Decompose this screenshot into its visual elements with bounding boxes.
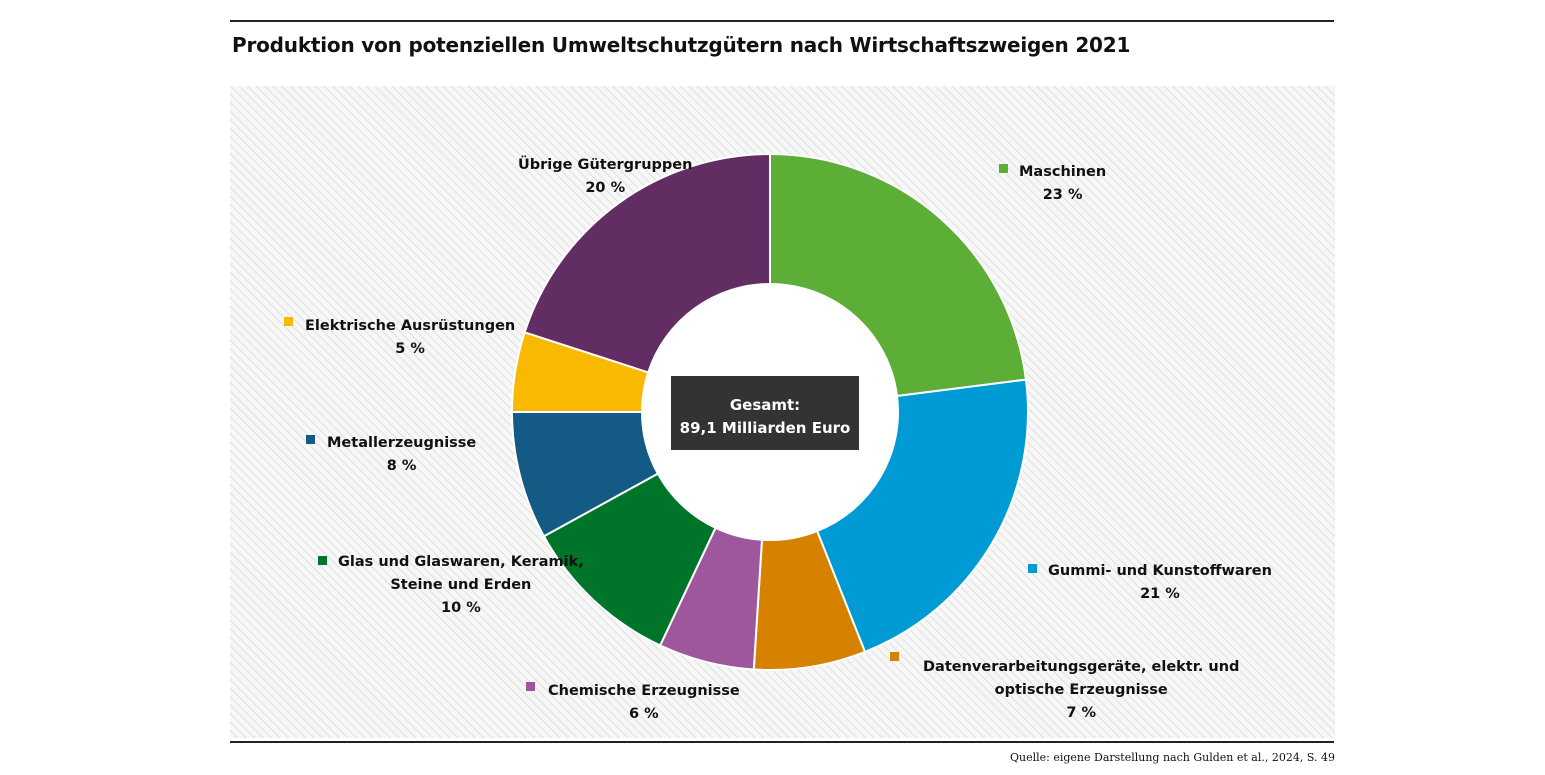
plot-area: Maschinen 23 % Gummi- und Kunstoffwaren 21 … xyxy=(230,86,1335,738)
slice-value-8: 20 % xyxy=(585,180,625,196)
label-marker-6 xyxy=(306,435,315,444)
label-marker-7 xyxy=(284,317,293,326)
slice-value-2: 21 % xyxy=(1140,586,1180,602)
donut-chart: Maschinen 23 % Gummi- und Kunstoffwaren 21 … xyxy=(230,86,1335,738)
label-marker-4 xyxy=(526,682,535,691)
slice-label-4-line-1: Chemische Erzeugnisse xyxy=(548,683,740,699)
slice-label-5-line-2: Steine und Erden xyxy=(390,577,531,593)
slice-label-7-line-1: Elektrische Ausrüstungen xyxy=(305,318,515,334)
top-rule xyxy=(230,20,1334,22)
slice-label-3-line-2: optische Erzeugnisse xyxy=(995,682,1168,698)
label-marker-1 xyxy=(999,164,1008,173)
label-marker-3 xyxy=(890,652,899,661)
label-marker-5 xyxy=(318,556,327,565)
slice-value-1: 23 % xyxy=(1043,187,1083,203)
labels-group: Maschinen 23 % Gummi- und Kunstoffwaren 21 … xyxy=(284,155,1272,722)
slice-value-5: 10 % xyxy=(441,600,481,616)
chart-title: Produktion von potenziellen Umweltschutz… xyxy=(232,33,1131,57)
slice-label-1-line-1: Maschinen xyxy=(1019,164,1106,180)
center-label-line2: 89,1 Milliarden Euro xyxy=(680,419,851,437)
bottom-rule xyxy=(230,741,1334,743)
slice-label-5-line-1: Glas und Glaswaren, Keramik, xyxy=(338,554,584,570)
slice-label-6-line-1: Metallerzeugnisse xyxy=(327,435,476,451)
slices-group xyxy=(510,152,1029,671)
source-note: Quelle: eigene Darstellung nach Gulden e… xyxy=(1009,751,1335,764)
slice-value-6: 8 % xyxy=(387,458,417,474)
slice-value-4: 6 % xyxy=(629,706,659,722)
slice-label-3-line-1: Datenverarbeitungsgeräte, elektr. und xyxy=(923,659,1239,675)
center-box xyxy=(671,376,859,450)
slice-value-3: 7 % xyxy=(1066,705,1096,721)
center-label-line1: Gesamt: xyxy=(730,396,800,414)
slice-label-8-line-1: Übrige Gütergruppen xyxy=(518,155,692,173)
label-marker-2 xyxy=(1028,564,1037,573)
donut-slice-1 xyxy=(769,152,1028,398)
slice-value-7: 5 % xyxy=(395,341,425,357)
slice-label-2-line-1: Gummi- und Kunstoffwaren xyxy=(1048,563,1272,579)
